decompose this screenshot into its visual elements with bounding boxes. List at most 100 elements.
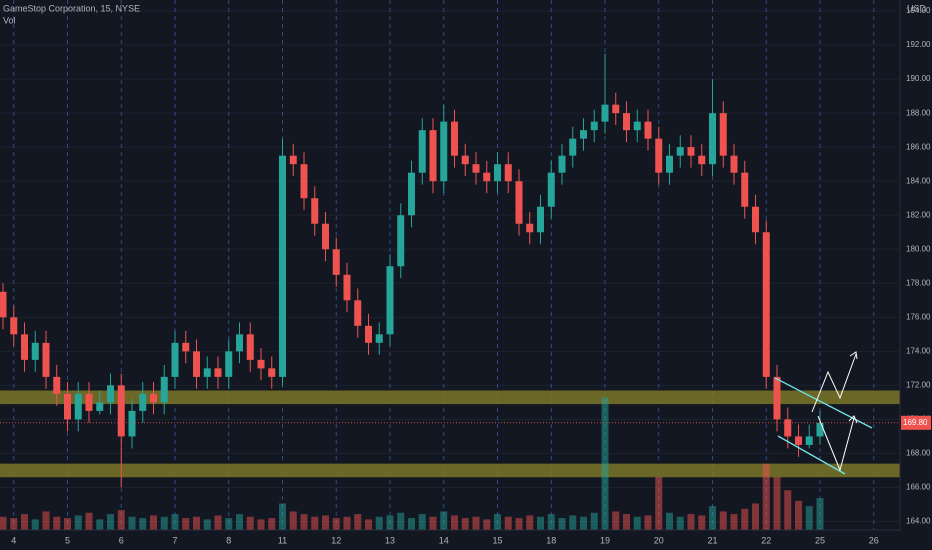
volume-bar (214, 515, 222, 530)
candle-body (698, 155, 706, 165)
volume-bar (601, 397, 609, 530)
y-tick-label: 190.00 (906, 74, 931, 83)
candle-body (257, 359, 265, 369)
candle-body (633, 121, 641, 131)
volume-bar (343, 516, 351, 530)
volume-bar (322, 515, 329, 530)
candle-body (236, 334, 243, 352)
volume-bar (21, 514, 28, 530)
candle-body (408, 172, 415, 216)
volume-bar (418, 514, 426, 530)
candle-body (31, 342, 39, 360)
candle-body (10, 317, 18, 335)
y-tick-label: 168.00 (906, 449, 931, 458)
y-tick-label: 174.00 (906, 346, 931, 355)
volume-bar (816, 498, 824, 530)
y-tick-label: 166.00 (906, 483, 931, 492)
x-tick-label: 4 (11, 535, 16, 545)
candle-body (547, 172, 555, 207)
candle-body (322, 223, 329, 250)
candle-body (171, 342, 179, 377)
candle-body (580, 130, 587, 139)
candle-body (117, 385, 125, 437)
volume-bar (762, 463, 770, 530)
volume-bar (139, 518, 147, 530)
y-tick-label: 172.00 (906, 380, 931, 389)
x-tick-label: 15 (492, 535, 502, 545)
candle-body (461, 155, 469, 165)
candle-body (816, 422, 824, 437)
volume-bar (494, 514, 501, 530)
x-tick-label: 22 (761, 535, 771, 545)
candles (0, 53, 900, 488)
candle-body (64, 393, 71, 420)
candle-body (268, 368, 276, 377)
volume-bar (558, 518, 566, 530)
volume-bar (440, 511, 448, 530)
candle-body (85, 393, 93, 411)
candle-body (623, 113, 630, 131)
volume-bar (246, 516, 254, 530)
candle-body (451, 121, 458, 156)
x-tick-label: 12 (331, 535, 341, 545)
y-tick-label: 186.00 (906, 142, 931, 151)
volume-bars (0, 397, 824, 530)
volume-bar (53, 516, 61, 530)
volume-bar (289, 511, 297, 530)
volume-bar (31, 519, 39, 530)
candle-body (42, 342, 50, 377)
x-tick-label: 7 (172, 535, 177, 545)
candle-body (107, 385, 114, 403)
candle-body (311, 198, 319, 224)
x-tick-label: 14 (439, 535, 449, 545)
volume-bar (429, 516, 437, 530)
volume-bar (182, 518, 190, 530)
zones (0, 390, 900, 478)
y-tick-label: 164.00 (906, 517, 931, 526)
candle-body (752, 206, 759, 233)
volume-bar (515, 518, 523, 530)
volume-bar (117, 510, 125, 530)
volume-bar (709, 506, 716, 530)
volume-bar (365, 519, 372, 530)
x-tick-label: 19 (600, 535, 610, 545)
volume-bar (397, 512, 405, 530)
candle-body (332, 249, 340, 275)
volume-bar (451, 515, 458, 530)
candle-body (0, 291, 7, 318)
candle-body (418, 130, 426, 173)
volume-bar (719, 511, 727, 530)
volume-bar (354, 514, 362, 530)
volume-bar (773, 477, 781, 530)
candle-body (343, 274, 351, 301)
volume-bar (590, 512, 598, 530)
y-tick-label: 176.00 (906, 312, 931, 321)
candle-body (805, 436, 813, 445)
last-price-label: 169.80 (903, 418, 928, 427)
candle-body (687, 147, 695, 156)
volume-bar (698, 515, 706, 530)
volume-bar (0, 516, 7, 530)
currency: USD (907, 3, 927, 13)
x-tick-label: 11 (278, 535, 287, 545)
volume-bar (128, 516, 136, 530)
candle-body (558, 155, 566, 173)
y-tick-label: 182.00 (906, 210, 931, 219)
candle-body (526, 223, 534, 233)
volume-bar (203, 519, 211, 530)
volume-bar (784, 490, 792, 530)
volume-bar (795, 500, 802, 530)
last-price-box (901, 415, 931, 430)
drawings (774, 351, 873, 475)
candle-body (150, 393, 157, 403)
candle-body (666, 155, 673, 173)
candle-body (472, 164, 480, 173)
candle-body (279, 155, 286, 377)
candle-body (795, 436, 802, 445)
volume-bar (300, 514, 308, 530)
volume-bar (332, 518, 340, 530)
x-tick-label: 6 (119, 535, 124, 545)
volume-bar (171, 514, 179, 530)
